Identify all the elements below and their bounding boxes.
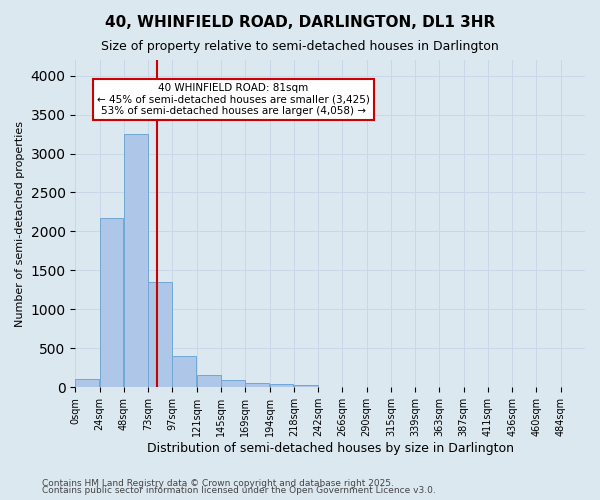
Y-axis label: Number of semi-detached properties: Number of semi-detached properties <box>15 120 25 326</box>
Text: Size of property relative to semi-detached houses in Darlington: Size of property relative to semi-detach… <box>101 40 499 53</box>
X-axis label: Distribution of semi-detached houses by size in Darlington: Distribution of semi-detached houses by … <box>147 442 514 455</box>
Text: Contains HM Land Registry data © Crown copyright and database right 2025.: Contains HM Land Registry data © Crown c… <box>42 478 394 488</box>
Text: 40, WHINFIELD ROAD, DARLINGTON, DL1 3HR: 40, WHINFIELD ROAD, DARLINGTON, DL1 3HR <box>105 15 495 30</box>
Bar <box>124 134 148 388</box>
Bar <box>221 380 245 388</box>
Text: Contains public sector information licensed under the Open Government Licence v3: Contains public sector information licen… <box>42 486 436 495</box>
Bar <box>294 385 317 388</box>
Bar <box>245 383 269 388</box>
Bar <box>76 379 99 388</box>
Bar <box>269 384 293 388</box>
Bar <box>197 375 221 388</box>
Bar <box>100 218 124 388</box>
Bar <box>148 282 172 388</box>
Bar <box>318 386 342 388</box>
Text: 40 WHINFIELD ROAD: 81sqm
← 45% of semi-detached houses are smaller (3,425)
53% o: 40 WHINFIELD ROAD: 81sqm ← 45% of semi-d… <box>97 83 370 116</box>
Bar <box>172 356 196 388</box>
